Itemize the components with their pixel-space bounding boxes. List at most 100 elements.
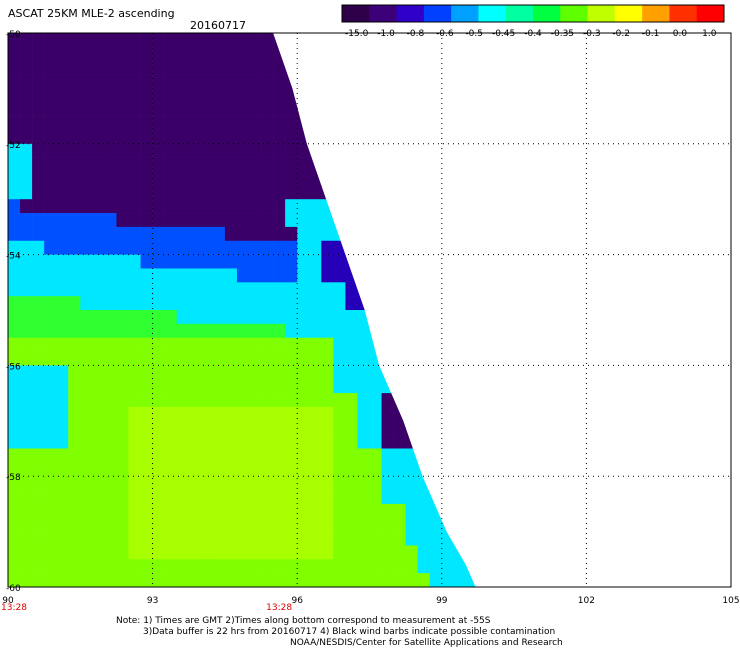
field-cell — [429, 268, 443, 283]
field-cell — [164, 476, 177, 491]
field-cell — [333, 296, 346, 311]
field-cell — [116, 171, 129, 186]
field-cell — [405, 282, 418, 297]
field-cell — [68, 254, 81, 269]
field-cell — [176, 296, 190, 311]
field-cell — [200, 323, 214, 338]
field-cell — [393, 60, 406, 75]
field-cell — [80, 199, 93, 214]
field-cell — [188, 517, 202, 532]
field-cell — [441, 434, 455, 449]
field-cell — [104, 434, 117, 449]
field-cell — [56, 476, 69, 491]
field-cell — [8, 476, 21, 491]
field-cell — [429, 129, 443, 145]
field-cell — [176, 102, 190, 117]
field-cell — [20, 448, 33, 463]
field-cell — [309, 476, 322, 491]
field-cell — [249, 129, 262, 145]
field-cell — [393, 406, 406, 422]
field-cell — [140, 213, 153, 228]
field-cell — [273, 323, 286, 338]
field-cell — [224, 33, 238, 48]
field-cell — [249, 116, 262, 131]
field-cell — [236, 157, 250, 172]
field-cell — [249, 517, 262, 532]
field-cell — [20, 254, 33, 269]
field-cell — [176, 88, 190, 103]
wind-field — [8, 33, 476, 587]
field-cell — [273, 490, 286, 505]
field-cell — [8, 365, 21, 380]
field-cell — [32, 282, 45, 297]
field-cell — [32, 379, 45, 394]
field-cell — [176, 531, 190, 546]
field-cell — [273, 88, 286, 103]
field-cell — [128, 60, 141, 75]
field-cell — [44, 60, 57, 75]
field-cell — [357, 157, 370, 172]
field-cell — [20, 573, 33, 587]
field-cell — [212, 213, 226, 228]
field-cell — [369, 490, 382, 505]
field-cell — [188, 240, 202, 255]
field-cell — [140, 434, 153, 449]
field-cell — [441, 60, 455, 75]
field-cell — [381, 185, 394, 200]
field-cell — [116, 531, 129, 546]
field-cell — [116, 254, 129, 269]
field-cell — [357, 199, 370, 214]
field-cell — [128, 143, 141, 158]
y-tick-label: -52 — [6, 141, 21, 151]
field-cell — [140, 129, 153, 145]
field-cell — [381, 393, 394, 408]
field-cell — [68, 171, 81, 186]
field-cell — [261, 33, 274, 48]
field-cell — [393, 545, 406, 560]
field-cell — [369, 545, 382, 560]
field-cell — [345, 143, 358, 158]
field-cell — [104, 240, 117, 255]
field-cell — [128, 434, 141, 449]
field-cell — [116, 379, 129, 394]
colorbar-label: -0.4 — [524, 29, 542, 39]
colorbar-segment — [396, 5, 425, 22]
field-cell — [405, 531, 418, 546]
field-cell — [309, 199, 322, 214]
field-cell — [20, 143, 33, 158]
field-cell — [405, 129, 418, 145]
field-cell — [224, 157, 238, 172]
field-cell — [68, 351, 81, 366]
field-cell — [152, 60, 165, 75]
field-cell — [357, 406, 370, 422]
field-cell — [224, 60, 238, 75]
field-cell — [285, 310, 298, 325]
field-cell — [441, 573, 455, 587]
field-cell — [152, 517, 165, 532]
field-cell — [393, 296, 406, 311]
field-cell — [92, 213, 105, 228]
field-cell — [405, 490, 418, 505]
field-cell — [249, 365, 262, 380]
field-cell — [249, 337, 262, 352]
field-cell — [273, 420, 286, 435]
field-cell — [321, 60, 334, 75]
field-cell — [116, 102, 129, 117]
field-cell — [68, 213, 81, 228]
field-cell — [297, 60, 310, 75]
field-cell — [321, 379, 334, 394]
field-cell — [381, 462, 394, 477]
field-cell — [417, 406, 431, 422]
field-cell — [224, 559, 238, 574]
field-cell — [92, 185, 105, 200]
field-cell — [116, 517, 129, 532]
field-cell — [128, 116, 141, 131]
field-cell — [345, 365, 358, 380]
field-cell — [297, 88, 310, 103]
field-cell — [405, 462, 418, 477]
field-cell — [20, 462, 33, 477]
field-cell — [176, 171, 190, 186]
field-cell — [429, 88, 443, 103]
field-cell — [333, 46, 346, 61]
field-cell — [357, 393, 370, 408]
